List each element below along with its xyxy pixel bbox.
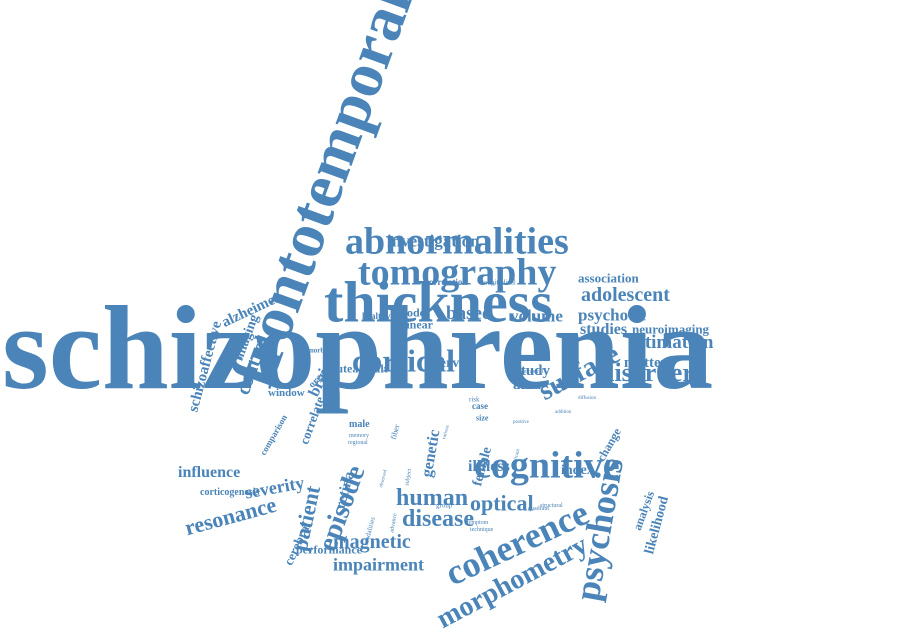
- word-positive: positive: [513, 420, 529, 425]
- word-correlation: correlation: [425, 276, 468, 287]
- word-linear: linear: [403, 317, 433, 332]
- word-disorder: disorder: [600, 358, 694, 388]
- word-risk: risk: [469, 395, 480, 404]
- word-temporal: temporal: [522, 369, 544, 376]
- word-cortical: cortical: [352, 342, 456, 379]
- word-impairment: impairment: [333, 554, 424, 575]
- word-subject: subject: [404, 468, 414, 487]
- word-symptom: symptom: [466, 520, 489, 527]
- word-adult: adult: [361, 361, 388, 376]
- word-diffusion: diffusion: [578, 396, 596, 401]
- word-corticogenesis: corticogenesis: [200, 487, 260, 498]
- word-technique: technique: [470, 527, 494, 534]
- word-estimation: estimation: [629, 331, 714, 353]
- word-structural: structural: [540, 503, 563, 510]
- word-optical: optical: [470, 490, 534, 516]
- word-investigation: investigation: [387, 231, 480, 251]
- word-thickness: thickness: [324, 269, 553, 335]
- word-group: group: [436, 501, 453, 510]
- word-addition: addition: [555, 410, 572, 415]
- word-fiber: fiber: [388, 423, 402, 441]
- word-based: based: [446, 302, 493, 324]
- word-regional: regional: [348, 440, 368, 447]
- word-neuroimaging: neuroimaging: [632, 321, 710, 337]
- word-area: area: [513, 377, 542, 393]
- word-abnormalities: abnormalities: [345, 220, 569, 263]
- word-psychotic: psychotic: [578, 305, 646, 325]
- word-longitudinal: longitudinal: [482, 278, 516, 287]
- word-window: window: [268, 387, 305, 400]
- word-quadrant: quadrant: [528, 506, 549, 513]
- word-comparison: comparison: [257, 412, 290, 457]
- word-male: male: [349, 419, 370, 430]
- word-magnetic: magnetic: [333, 531, 411, 553]
- word-influence: influence: [178, 464, 241, 482]
- word-volume: volume: [510, 306, 563, 326]
- word-cognitive: cognitive: [474, 444, 620, 487]
- word-matter: matter: [624, 355, 668, 371]
- word-lutea: lutea: [333, 361, 359, 376]
- word-premorbid: premorbid: [298, 346, 331, 355]
- word-index: index: [561, 462, 594, 478]
- word-case: case: [472, 400, 488, 411]
- word-disease: disease: [402, 505, 474, 532]
- word-tomography: tomography: [358, 251, 557, 294]
- word-adolescent: adolescent: [581, 284, 670, 306]
- word-association: association: [578, 270, 639, 286]
- word-studies: studies: [580, 321, 628, 339]
- word-performance: performance: [296, 542, 362, 557]
- word-study: study: [515, 363, 551, 379]
- word-size: size: [476, 413, 489, 423]
- word-resonance: resonance: [181, 491, 279, 541]
- word-nerve: nerve: [432, 355, 466, 371]
- word-memory: memory: [349, 433, 369, 440]
- word-healthy: healthy: [362, 310, 391, 321]
- word-schizophrenia: schizophrenia: [2, 281, 714, 414]
- word-model: model: [397, 305, 429, 320]
- word-genetic: genetic: [418, 428, 444, 479]
- word-observed: observed: [379, 469, 389, 489]
- word-various: various: [442, 424, 451, 441]
- word-illness: illness: [468, 458, 510, 476]
- word-human: human: [396, 484, 469, 511]
